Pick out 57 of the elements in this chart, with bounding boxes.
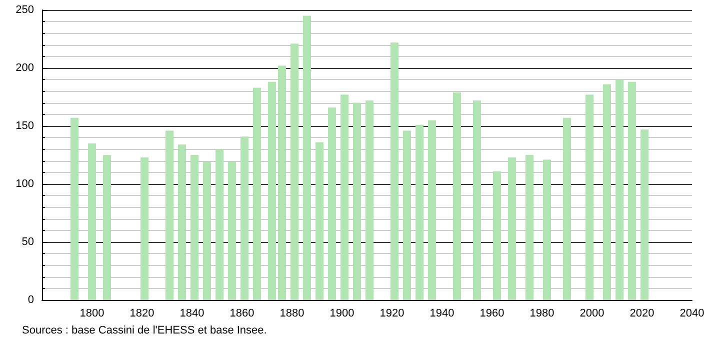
bar (493, 171, 501, 300)
bar (603, 84, 611, 300)
bar (178, 144, 186, 300)
bar (526, 155, 534, 300)
bar (253, 88, 261, 300)
bar (190, 155, 198, 300)
x-tick-label: 2000 (580, 308, 604, 320)
bar (70, 118, 78, 300)
bar (473, 100, 481, 300)
y-tick-label: 0 (28, 294, 34, 306)
bar (353, 102, 361, 300)
bar (340, 94, 348, 300)
bar (216, 149, 224, 300)
x-tick-label: 1980 (530, 308, 554, 320)
bar (543, 160, 551, 300)
y-tick-label: 150 (16, 120, 34, 132)
x-tick-label: 2020 (630, 308, 654, 320)
y-tick-label: 200 (16, 62, 34, 74)
bar (166, 130, 174, 300)
x-tick-label: 1880 (280, 308, 304, 320)
bar (403, 130, 411, 300)
bar (453, 92, 461, 300)
bar (140, 157, 148, 300)
x-tick-label: 1920 (380, 308, 404, 320)
bar (303, 16, 311, 300)
bar (428, 120, 436, 300)
bar (508, 157, 516, 300)
bar (88, 143, 96, 300)
bar (616, 80, 624, 300)
x-tick-label: 1860 (230, 308, 254, 320)
x-tick-label: 1820 (130, 308, 154, 320)
bar (228, 162, 236, 300)
bar (203, 162, 211, 300)
bar (316, 142, 324, 300)
bar (290, 44, 298, 300)
bar (240, 136, 248, 300)
x-tick-label: 1900 (330, 308, 354, 320)
source-note: Sources : base Cassini de l'EHESS et base Insee. (22, 324, 267, 336)
x-tick-label: 1960 (480, 308, 504, 320)
x-tick-label: 2040 (680, 308, 704, 320)
x-tick-label: 1840 (180, 308, 204, 320)
y-tick-label: 50 (22, 236, 34, 248)
bar (278, 66, 286, 300)
x-tick-label: 1940 (430, 308, 454, 320)
y-tick-label: 250 (16, 4, 34, 16)
bar (628, 82, 636, 300)
y-tick-label: 100 (16, 178, 34, 190)
bar (103, 155, 111, 300)
bar (268, 82, 276, 300)
bar (416, 124, 424, 300)
bar (640, 129, 648, 300)
bar (563, 118, 571, 300)
bar (366, 100, 374, 300)
bar (586, 94, 594, 300)
x-tick-label: 1800 (80, 308, 104, 320)
bar (328, 107, 336, 300)
bar (390, 42, 398, 300)
